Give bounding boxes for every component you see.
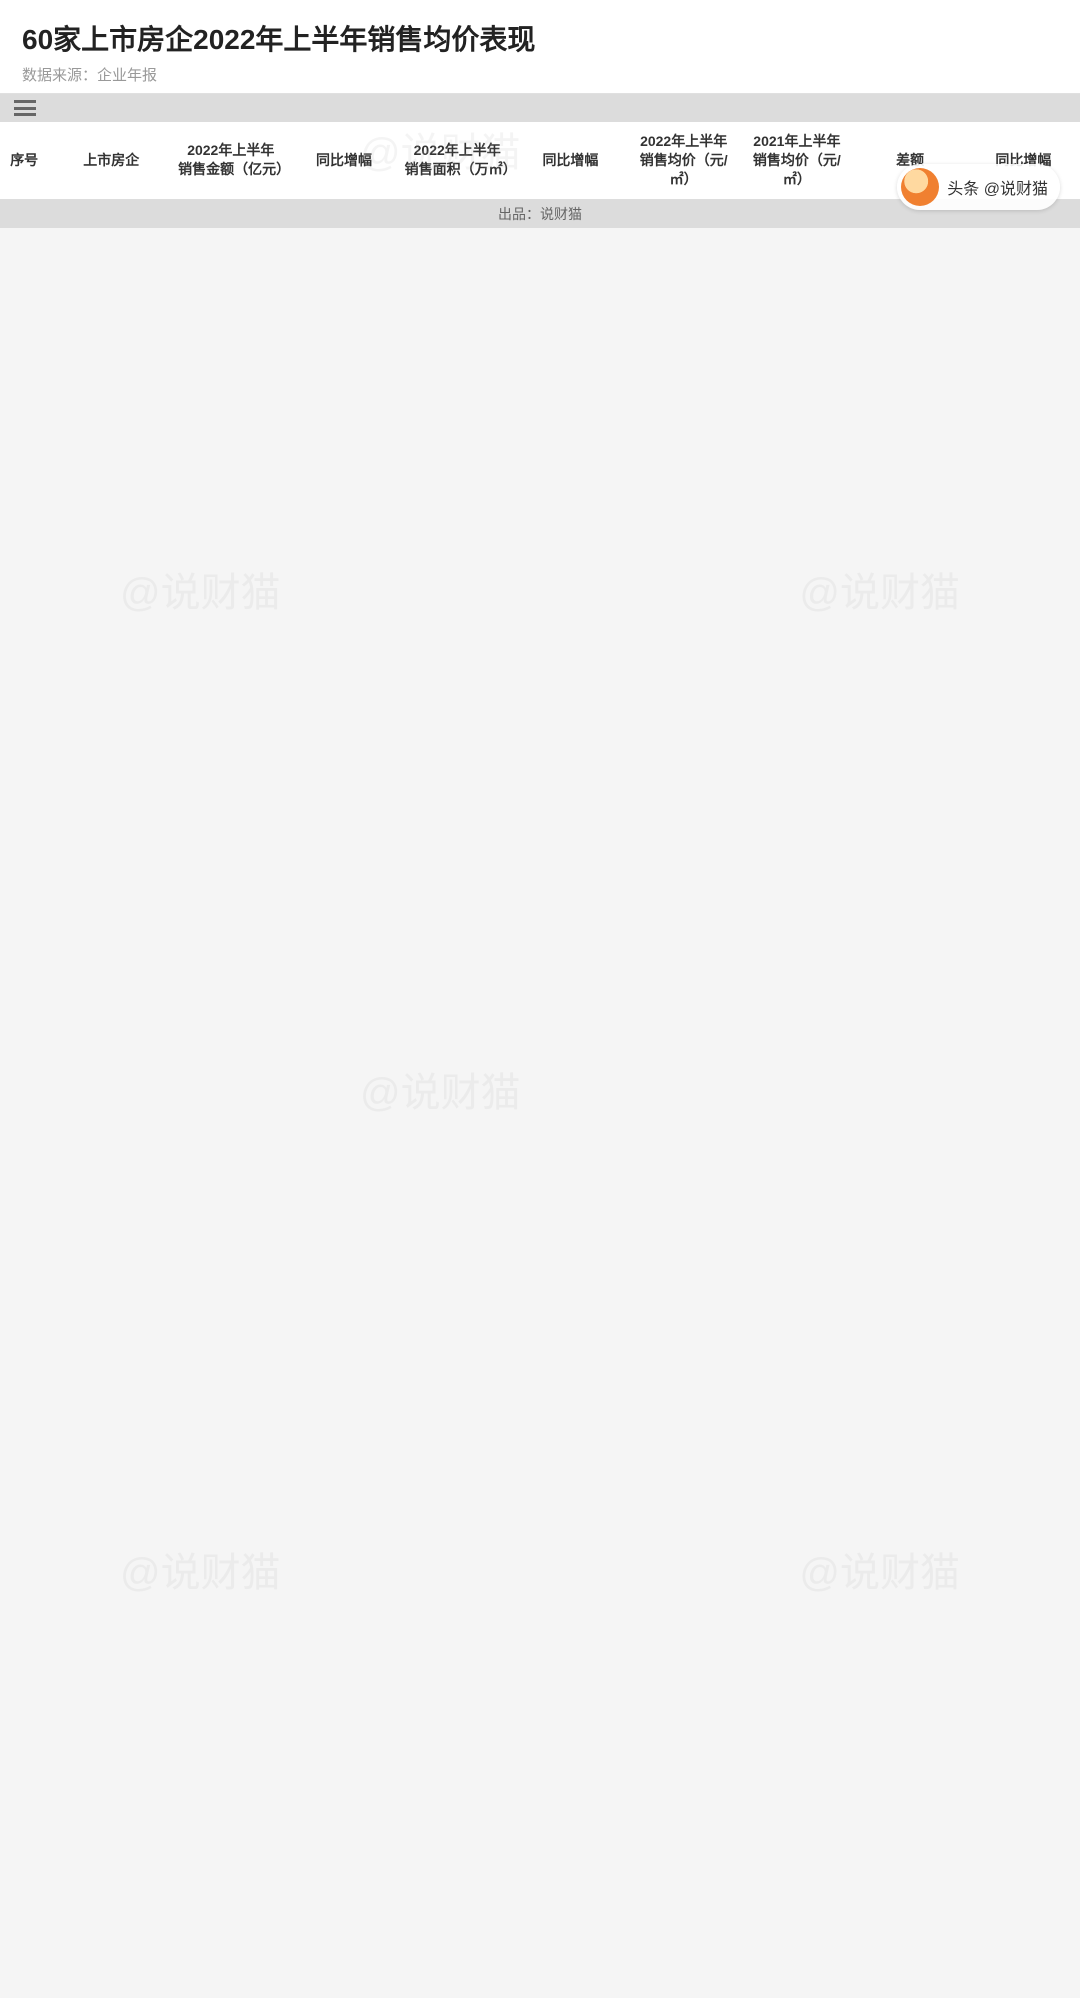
watermark: @说财猫 bbox=[799, 1540, 960, 1598]
menu-strip bbox=[0, 94, 1080, 122]
watermark: @说财猫 bbox=[799, 560, 960, 618]
watermark: @说财猫 bbox=[120, 560, 281, 618]
avatar-icon bbox=[901, 168, 939, 206]
column-header: 同比增幅 bbox=[287, 122, 400, 199]
column-header: 同比增幅 bbox=[514, 122, 627, 199]
watermark: @说财猫 bbox=[360, 1060, 521, 1118]
column-header: 2022年上半年销售面积（万㎡） bbox=[401, 122, 514, 199]
column-header: 上市房企 bbox=[48, 122, 174, 199]
column-header: 序号 bbox=[0, 122, 48, 199]
column-header: 2022年上半年销售金额（亿元） bbox=[174, 122, 287, 199]
watermark: @说财猫 bbox=[120, 1540, 281, 1598]
author-label: 头条 @说财猫 bbox=[947, 175, 1048, 199]
hamburger-icon[interactable] bbox=[14, 100, 36, 116]
column-header: 2022年上半年销售均价（元/㎡） bbox=[627, 122, 740, 199]
data-source: 数据来源：企业年报 bbox=[22, 64, 1058, 85]
page-title: 60家上市房企2022年上半年销售均价表现 bbox=[22, 18, 1058, 58]
header: 60家上市房企2022年上半年销售均价表现 数据来源：企业年报 bbox=[0, 0, 1080, 94]
column-header: 2021年上半年销售均价（元/㎡） bbox=[740, 122, 853, 199]
author-badge[interactable]: 头条 @说财猫 bbox=[897, 164, 1060, 210]
